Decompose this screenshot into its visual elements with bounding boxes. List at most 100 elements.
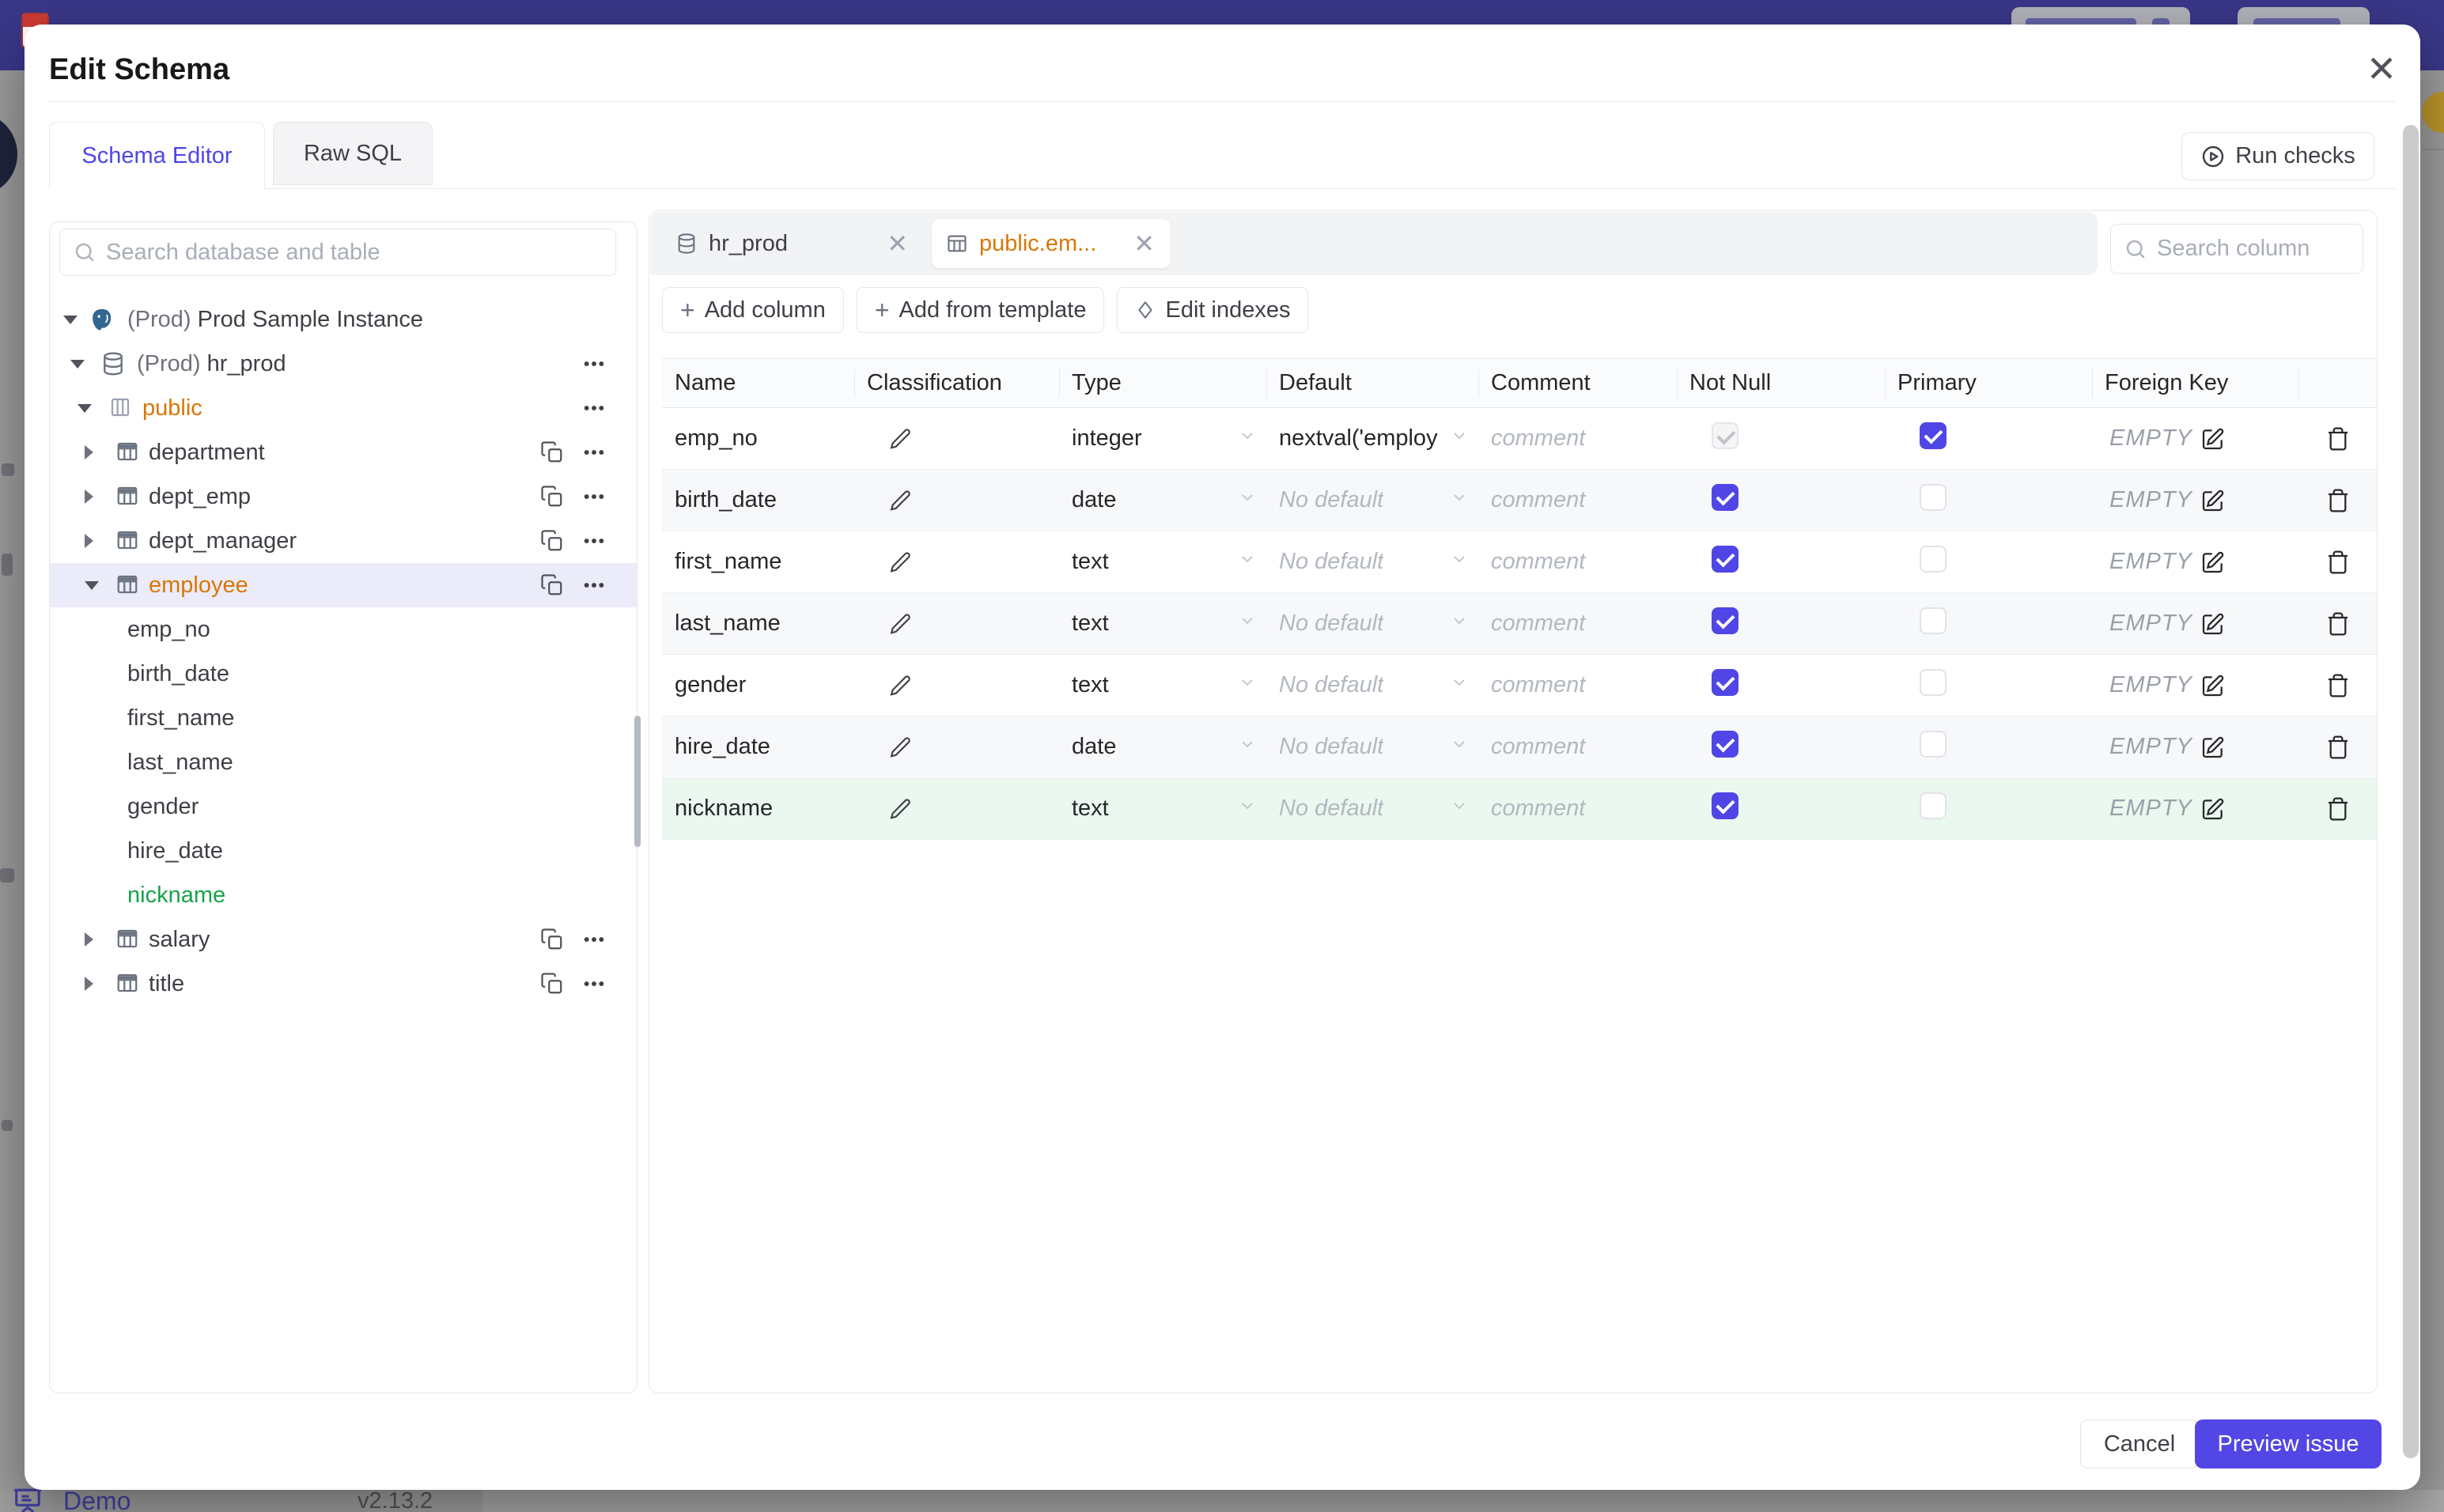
tree-item-dept-manager[interactable]: dept_manager bbox=[50, 519, 637, 563]
copy-icon[interactable] bbox=[540, 485, 564, 508]
not-null-checkbox[interactable] bbox=[1712, 483, 1738, 511]
tree-item-gender[interactable]: gender bbox=[50, 784, 637, 829]
delete-column-icon[interactable] bbox=[2325, 611, 2351, 637]
not-null-checkbox[interactable] bbox=[1712, 730, 1738, 758]
tree-item-emp-no[interactable]: emp_no bbox=[50, 607, 637, 652]
primary-checkbox[interactable] bbox=[1920, 668, 1946, 696]
default-select[interactable]: nextval('employ bbox=[1279, 425, 1478, 452]
tree-item-employee[interactable]: employee bbox=[50, 563, 637, 607]
tree-item-hire-date[interactable]: hire_date bbox=[50, 829, 637, 873]
comment-input[interactable]: comment bbox=[1491, 549, 1586, 574]
classification-edit-icon[interactable] bbox=[889, 674, 913, 697]
type-select[interactable]: text bbox=[1072, 672, 1266, 698]
foreign-key-edit-icon[interactable] bbox=[2200, 735, 2226, 760]
add-column-button[interactable]: + Add column bbox=[662, 287, 844, 333]
type-select[interactable]: text bbox=[1072, 610, 1266, 637]
more-menu-icon[interactable] bbox=[581, 395, 607, 421]
edit-indexes-button[interactable]: Edit indexes bbox=[1117, 287, 1309, 333]
column-name-cell[interactable]: emp_no bbox=[662, 407, 854, 470]
chevron-down-icon[interactable] bbox=[78, 403, 92, 413]
close-icon[interactable]: ✕ bbox=[2358, 45, 2405, 93]
foreign-key-edit-icon[interactable] bbox=[2200, 796, 2226, 822]
panel-resizer-handle[interactable] bbox=[634, 716, 641, 847]
tree-item-title[interactable]: title bbox=[50, 962, 637, 1006]
delete-column-icon[interactable] bbox=[2325, 426, 2351, 452]
not-null-checkbox[interactable] bbox=[1712, 792, 1738, 819]
column-name-cell[interactable]: hire_date bbox=[662, 716, 854, 778]
type-select[interactable]: text bbox=[1072, 796, 1266, 822]
default-select[interactable]: No default bbox=[1279, 549, 1478, 575]
run-checks-button[interactable]: Run checks bbox=[2181, 132, 2374, 180]
not-null-checkbox[interactable] bbox=[1712, 421, 1738, 449]
tree-item-birth-date[interactable]: birth_date bbox=[50, 652, 637, 696]
tree-item-last-name[interactable]: last_name bbox=[50, 740, 637, 784]
comment-input[interactable]: comment bbox=[1491, 672, 1586, 697]
close-tab-icon[interactable]: ✕ bbox=[887, 229, 908, 258]
more-menu-icon[interactable] bbox=[581, 351, 607, 376]
type-select[interactable]: integer bbox=[1072, 425, 1266, 452]
classification-edit-icon[interactable] bbox=[889, 735, 913, 759]
type-select[interactable]: date bbox=[1072, 734, 1266, 760]
not-null-checkbox[interactable] bbox=[1712, 545, 1738, 573]
close-tab-icon[interactable]: ✕ bbox=[1133, 229, 1155, 258]
primary-checkbox[interactable] bbox=[1920, 545, 1946, 573]
comment-input[interactable]: comment bbox=[1491, 487, 1586, 512]
primary-checkbox[interactable] bbox=[1920, 607, 1946, 634]
classification-edit-icon[interactable] bbox=[889, 612, 913, 636]
add-from-template-button[interactable]: + Add from template bbox=[856, 287, 1105, 333]
demo-link[interactable]: Demo bbox=[63, 1487, 131, 1512]
column-name-cell[interactable]: last_name bbox=[662, 592, 854, 655]
default-select[interactable]: No default bbox=[1279, 672, 1478, 698]
default-select[interactable]: No default bbox=[1279, 487, 1478, 513]
copy-icon[interactable] bbox=[540, 529, 564, 553]
tree-item-dept-emp[interactable]: dept_emp bbox=[50, 474, 637, 519]
comment-input[interactable]: comment bbox=[1491, 734, 1586, 759]
comment-input[interactable]: comment bbox=[1491, 425, 1586, 451]
copy-icon[interactable] bbox=[540, 573, 564, 597]
more-menu-icon[interactable] bbox=[581, 440, 607, 465]
not-null-checkbox[interactable] bbox=[1712, 607, 1738, 634]
tab-schema-editor[interactable]: Schema Editor bbox=[49, 122, 265, 189]
delete-column-icon[interactable] bbox=[2325, 735, 2351, 760]
delete-column-icon[interactable] bbox=[2325, 796, 2351, 822]
more-menu-icon[interactable] bbox=[581, 484, 607, 509]
comment-input[interactable]: comment bbox=[1491, 796, 1586, 821]
classification-edit-icon[interactable] bbox=[889, 797, 913, 821]
preview-issue-button[interactable]: Preview issue bbox=[2195, 1419, 2382, 1469]
more-menu-icon[interactable] bbox=[581, 971, 607, 996]
classification-edit-icon[interactable] bbox=[889, 489, 913, 512]
tree-search-input[interactable] bbox=[106, 239, 549, 266]
copy-icon[interactable] bbox=[540, 440, 564, 464]
foreign-key-edit-icon[interactable] bbox=[2200, 673, 2226, 698]
chevron-right-icon[interactable] bbox=[85, 932, 93, 947]
tab-raw-sql[interactable]: Raw SQL bbox=[273, 122, 433, 185]
foreign-key-edit-icon[interactable] bbox=[2200, 611, 2226, 637]
column-search-input[interactable] bbox=[2157, 236, 2339, 262]
more-menu-icon[interactable] bbox=[581, 573, 607, 598]
copy-icon[interactable] bbox=[540, 972, 564, 996]
tree-item-department[interactable]: department bbox=[50, 430, 637, 474]
type-select[interactable]: text bbox=[1072, 549, 1266, 575]
classification-edit-icon[interactable] bbox=[889, 427, 913, 451]
default-select[interactable]: No default bbox=[1279, 734, 1478, 760]
chevron-right-icon[interactable] bbox=[85, 977, 93, 991]
not-null-checkbox[interactable] bbox=[1712, 668, 1738, 696]
tree-item-public[interactable]: public bbox=[50, 386, 637, 430]
more-menu-icon[interactable] bbox=[581, 927, 607, 952]
tree-item-nickname[interactable]: nickname bbox=[50, 873, 637, 917]
chevron-right-icon[interactable] bbox=[85, 534, 93, 548]
editor-tab-public-employee[interactable]: public.em... ✕ bbox=[932, 219, 1171, 268]
copy-icon[interactable] bbox=[540, 928, 564, 951]
delete-column-icon[interactable] bbox=[2325, 550, 2351, 575]
foreign-key-edit-icon[interactable] bbox=[2200, 550, 2226, 575]
tree-item-salary[interactable]: salary bbox=[50, 917, 637, 962]
primary-checkbox[interactable] bbox=[1920, 730, 1946, 758]
column-name-cell[interactable]: birth_date bbox=[662, 469, 854, 531]
more-menu-icon[interactable] bbox=[581, 528, 607, 554]
cancel-button[interactable]: Cancel bbox=[2080, 1419, 2199, 1469]
classification-edit-icon[interactable] bbox=[889, 550, 913, 574]
comment-input[interactable]: comment bbox=[1491, 610, 1586, 636]
column-name-cell[interactable]: gender bbox=[662, 654, 854, 716]
chevron-right-icon[interactable] bbox=[85, 445, 93, 459]
chevron-right-icon[interactable] bbox=[85, 490, 93, 504]
